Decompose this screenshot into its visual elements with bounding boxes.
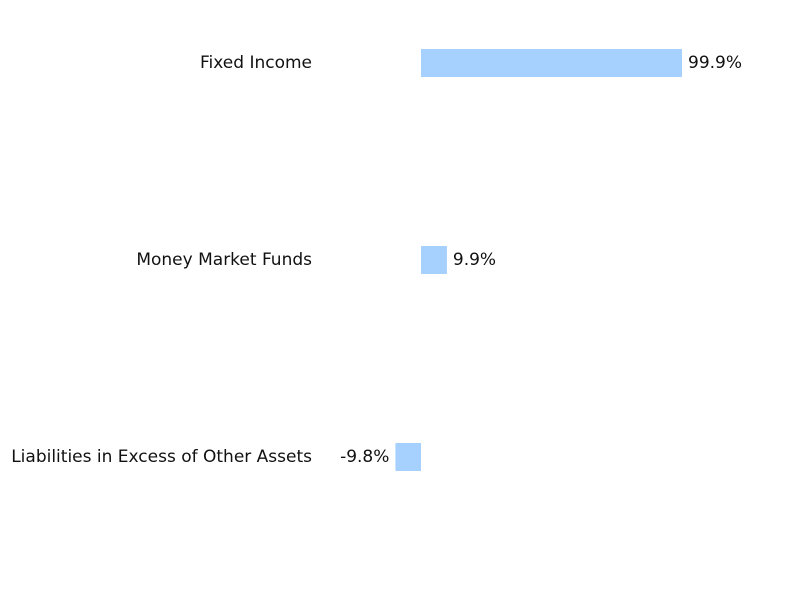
value-label-liabilities-in-excess-of-other-assets: -9.8% — [340, 447, 389, 467]
value-label-fixed-income: 99.9% — [688, 53, 742, 73]
bar-liabilities-in-excess-of-other-assets — [395, 443, 421, 471]
bars-layer — [395, 49, 682, 471]
category-label-liabilities-in-excess-of-other-assets: Liabilities in Excess of Other Assets — [11, 447, 312, 467]
bar-money-market-funds — [421, 246, 447, 274]
labels-layer: Fixed Income 99.9% Money Market Funds 9.9% L… — [11, 53, 742, 467]
category-label-fixed-income: Fixed Income — [200, 53, 312, 73]
value-label-money-market-funds: 9.9% — [453, 250, 496, 270]
category-label-money-market-funds: Money Market Funds — [136, 250, 312, 270]
bar-fixed-income — [421, 49, 682, 77]
